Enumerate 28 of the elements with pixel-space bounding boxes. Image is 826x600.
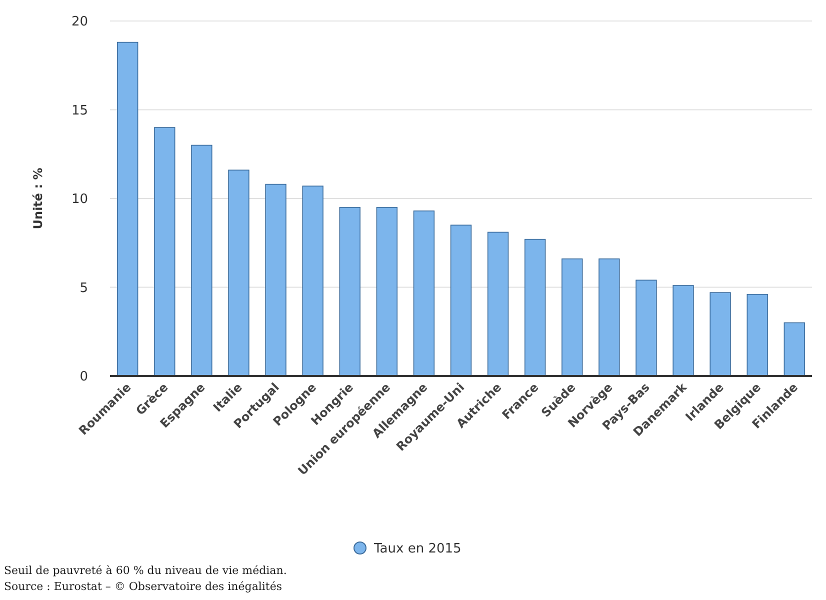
y-tick-label: 5 [80, 280, 88, 296]
bar [302, 186, 324, 376]
bar [487, 232, 509, 376]
bar [117, 42, 138, 376]
bar [265, 184, 286, 376]
y-tick-label: 0 [80, 370, 88, 385]
bar [562, 258, 583, 376]
y-tick-label: 15 [71, 103, 88, 118]
bar [228, 170, 250, 376]
bar [710, 292, 731, 376]
bar [413, 210, 435, 376]
bar [339, 206, 360, 376]
bar [746, 294, 768, 376]
y-axis-title: Unité : % [31, 168, 45, 230]
legend-label: Taux en 2015 [373, 542, 462, 557]
text: Seuil de pauvreté à 60 % du niveau de vie médian. [4, 564, 287, 577]
source-note: Source : Eurostat – © Observatoire des inégalités [4, 580, 282, 593]
y-tick-label: 10 [71, 192, 88, 208]
bar [524, 238, 546, 376]
bar [598, 258, 620, 376]
bar [191, 144, 212, 376]
bar [636, 280, 657, 376]
bar [672, 285, 694, 376]
y-tick-label: 20 [71, 14, 88, 30]
bar [450, 224, 472, 376]
bar [376, 206, 398, 376]
bar [784, 322, 805, 376]
bar [154, 127, 176, 376]
